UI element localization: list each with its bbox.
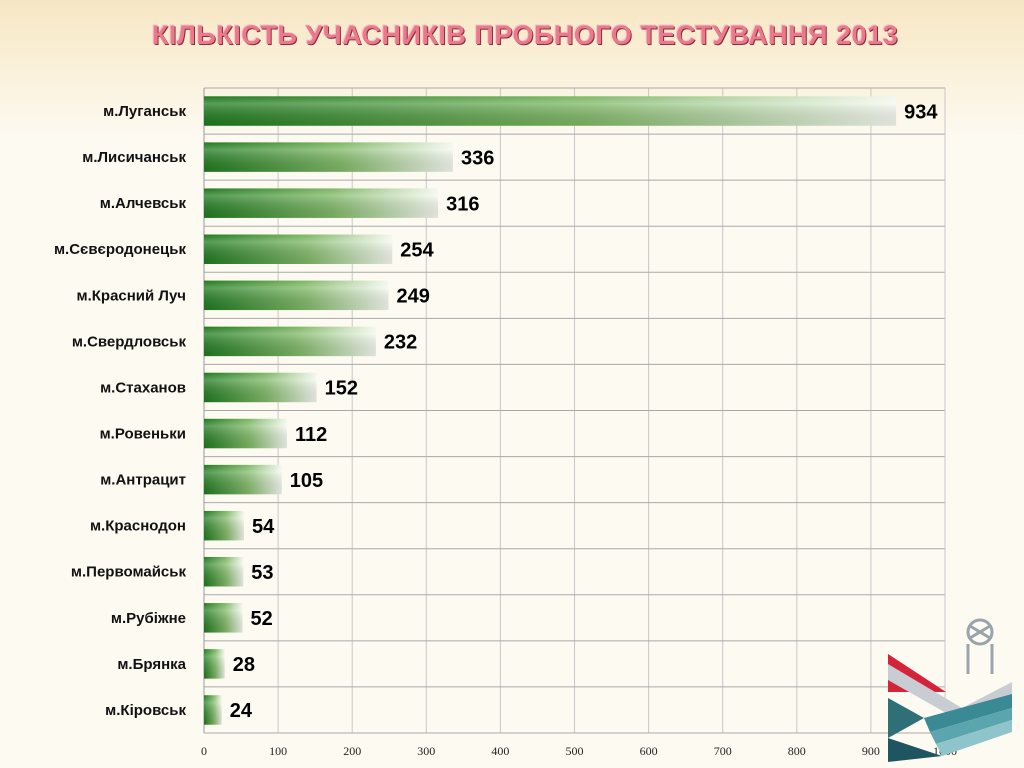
labels-layer: 01002003004005006007008009001000м.Луганс… [54,101,957,758]
category-label: м.Луганськ [103,103,186,120]
x-tick-label: 800 [788,744,806,758]
bar-shine [204,464,282,495]
x-tick-label: 700 [714,744,732,758]
chart-title: КІЛЬКІСТЬ УЧАСНИКІВ ПРОБНОГО ТЕСТУВАННЯ … [151,20,899,50]
bar-shine [204,96,897,126]
category-label: м.Сєвєродонецьк [54,241,187,258]
category-label: м.Рубіжне [111,610,186,627]
value-label: 52 [251,608,273,630]
value-label: 336 [461,147,494,169]
bar-shine [204,188,439,218]
category-label: м.Брянка [117,656,186,673]
x-tick-label: 200 [343,744,361,758]
bars-layer [204,96,897,725]
category-label: м.Лисичанськ [82,149,186,166]
x-tick-label: 100 [269,744,287,758]
category-label: м.Первомайськ [71,564,187,581]
value-label: 54 [252,516,275,538]
category-label: м.Кіровськ [105,702,186,719]
category-label: м.Красний Луч [76,287,186,304]
bar-shine [204,557,244,587]
category-label: м.Стаханов [100,379,186,396]
value-label: 53 [251,562,273,584]
bar-shine [204,603,243,633]
value-label: 152 [325,378,358,400]
bar-shine [204,418,287,449]
category-label: м.Ровеньки [100,426,186,443]
bar-shine [204,234,393,264]
value-label: 254 [400,240,434,262]
value-label: 316 [446,193,479,215]
bar-shine [204,280,389,311]
category-label: м.Алчевськ [100,195,187,212]
x-tick-label: 600 [640,744,658,758]
bar-shine [204,372,317,403]
value-label: 232 [384,332,417,354]
x-tick-label: 400 [491,744,509,758]
category-label: м.Краснодон [90,518,186,535]
bar-shine [204,326,376,357]
bar-shine [204,695,222,725]
x-tick-label: 900 [862,744,880,758]
x-tick-label: 300 [417,744,435,758]
bar-shine [204,649,225,679]
education-center-logo [888,618,1012,762]
value-label: 24 [230,700,253,722]
value-label: 249 [397,286,430,308]
value-label: 934 [904,101,938,123]
bar-shine [204,142,453,172]
x-tick-label: 0 [201,744,207,758]
category-label: м.Антрацит [100,472,186,489]
value-label: 105 [290,470,323,492]
category-label: м.Свердловськ [72,333,187,350]
value-label: 112 [295,424,327,446]
bar-shine [204,510,245,541]
grid-layer [203,87,946,734]
value-label: 28 [233,654,255,676]
x-tick-label: 500 [566,744,584,758]
